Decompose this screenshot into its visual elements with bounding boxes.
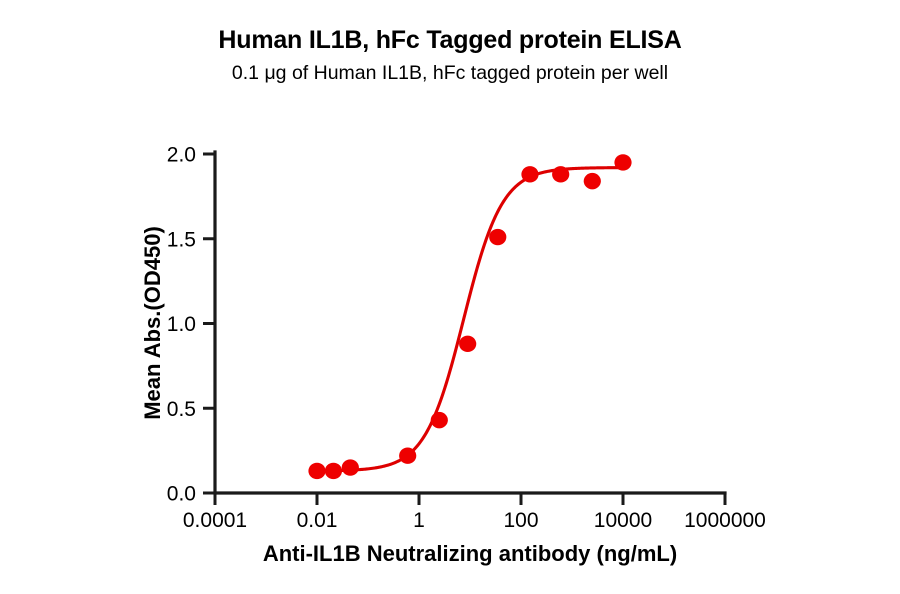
data-point: [430, 411, 448, 429]
fit-curve: [313, 166, 627, 473]
data-point: [341, 459, 359, 476]
data-point: [614, 154, 632, 171]
title-block: Human IL1B, hFc Tagged protein ELISA 0.1…: [0, 26, 900, 84]
chart-title: Human IL1B, hFc Tagged protein ELISA: [218, 26, 682, 54]
data-point: [521, 166, 539, 183]
data-point-group: [308, 154, 632, 480]
data-point: [324, 462, 343, 480]
x-axis-tick-labels: 0.0001 0.01 1 100 10000 1000000: [183, 509, 766, 532]
x-tick-label: 100: [503, 509, 538, 532]
data-point: [308, 462, 326, 480]
y-axis-ticks: [203, 152, 215, 495]
y-tick-label: 2.0: [167, 144, 196, 167]
y-tick-label: 1.5: [167, 228, 196, 251]
data-point: [583, 172, 601, 190]
data-point: [399, 447, 417, 464]
y-tick-label: 0.0: [167, 483, 196, 506]
data-point: [552, 166, 570, 183]
x-tick-label: 1: [413, 509, 425, 532]
y-axis-title: Mean Abs.(OD450): [140, 226, 165, 420]
y-tick-label: 1.0: [167, 313, 196, 336]
x-tick-label: 0.0001: [183, 509, 247, 532]
y-tick-label: 0.5: [167, 398, 196, 421]
x-tick-label: 10000: [594, 509, 652, 532]
data-point: [489, 228, 507, 246]
x-axis-title: Anti-IL1B Neutralizing antibody (ng/mL): [263, 541, 677, 566]
x-tick-label: 0.01: [297, 509, 338, 532]
y-axis-tick-labels: 0.0 0.5 1.0 1.5 2.0: [167, 144, 196, 506]
data-point: [459, 335, 477, 353]
x-tick-label: 1000000: [684, 509, 766, 532]
chart-subtitle: 0.1 μg of Human IL1B, hFc tagged protein…: [231, 61, 669, 84]
x-axis-ticks: [213, 493, 727, 505]
